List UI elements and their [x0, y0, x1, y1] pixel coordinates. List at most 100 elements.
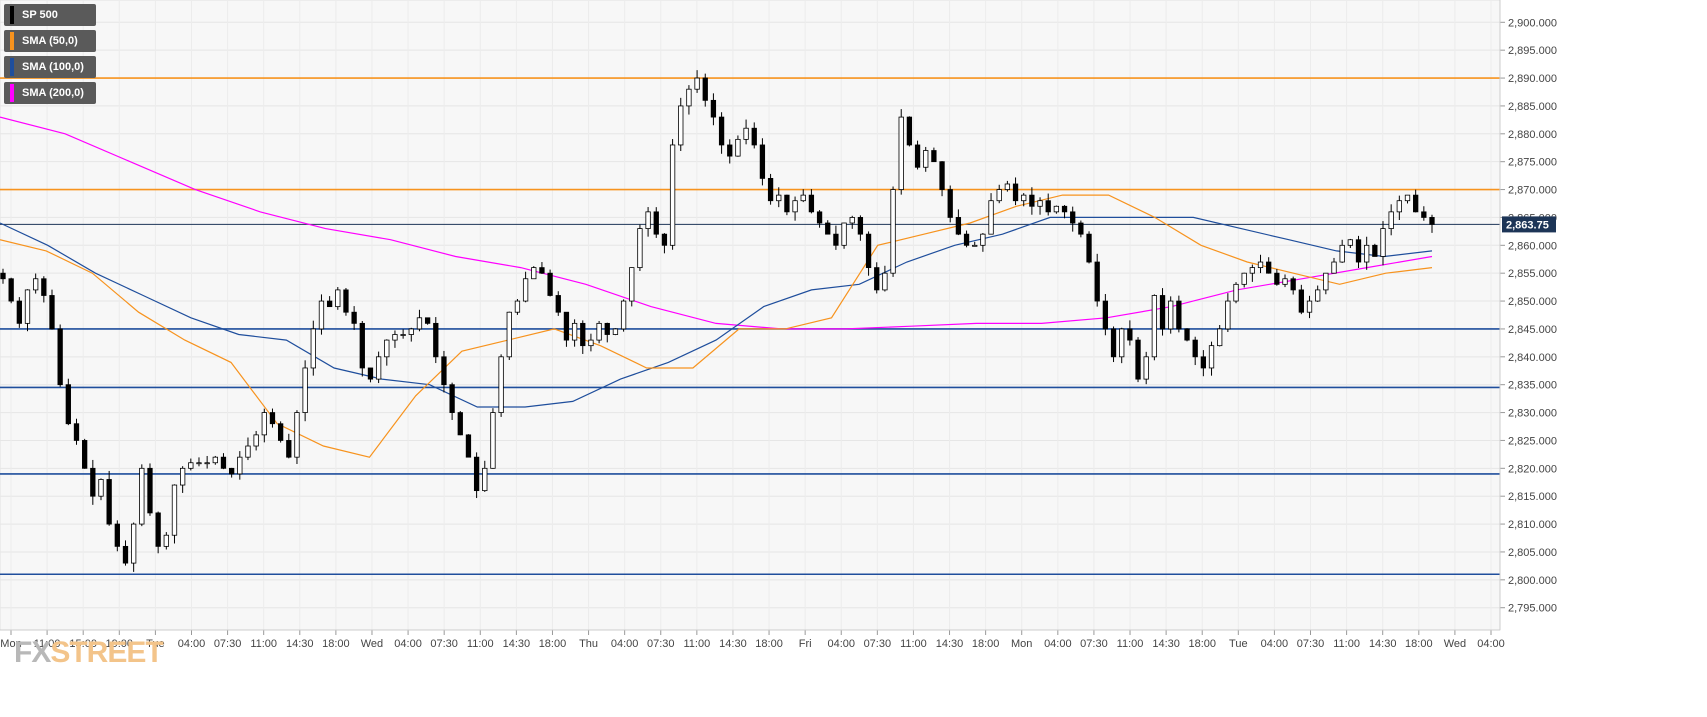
candle-body	[1192, 339, 1198, 358]
x-tick-label: 18:00	[755, 638, 783, 650]
candle-body	[122, 545, 129, 564]
legend-label: SMA (200,0)	[22, 87, 84, 99]
y-tick-label: 2,815.000	[1508, 491, 1557, 503]
candle-body	[514, 300, 521, 313]
candle-body	[759, 144, 766, 179]
legend-item-sma200[interactable]: SMA (200,0)	[4, 82, 96, 104]
y-tick-label: 2,850.000	[1508, 296, 1557, 308]
legend: SP 500 SMA (50,0) SMA (100,0) SMA (200,0…	[4, 4, 96, 104]
candle-body	[865, 233, 872, 269]
candle-body	[245, 445, 251, 458]
candle-body	[1306, 300, 1313, 313]
candle-body	[988, 200, 994, 235]
candle-body	[1159, 295, 1166, 330]
candle-body	[612, 328, 619, 335]
candle-body	[1217, 328, 1223, 347]
x-tick-label: 14:30	[1369, 638, 1397, 650]
candle-body	[735, 138, 741, 157]
candle-body	[441, 356, 447, 386]
x-tick-label: 19:00	[106, 638, 134, 650]
candle-body	[833, 233, 839, 246]
x-tick-label: 18:00	[1405, 638, 1433, 650]
candle-body	[171, 484, 178, 536]
candle-body	[531, 267, 537, 280]
x-tick-label: 11:00	[683, 638, 710, 650]
candle-body	[49, 295, 55, 330]
candle-body	[212, 456, 218, 464]
y-tick-label: 2,825.000	[1508, 435, 1557, 447]
candle-body	[767, 178, 774, 202]
x-tick-label: Tue	[1229, 638, 1248, 650]
candle-body	[1233, 283, 1239, 302]
candle-body	[473, 456, 480, 492]
candle-body	[155, 512, 161, 547]
x-tick-label: Tue	[146, 638, 165, 650]
candle-body	[408, 328, 414, 335]
candle-body	[645, 211, 651, 229]
candle-body	[743, 127, 749, 140]
candle-body	[563, 311, 570, 341]
candle-body	[82, 440, 88, 469]
candle-body	[1372, 244, 1378, 257]
x-tick-label: 14:30	[1152, 638, 1180, 650]
candle-body	[1355, 239, 1362, 263]
candle-body	[57, 328, 63, 386]
x-tick-label: 14:30	[503, 638, 531, 650]
x-tick-label: 07:30	[1297, 638, 1325, 650]
legend-item-sma100[interactable]: SMA (100,0)	[4, 56, 96, 78]
legend-item-sma50[interactable]: SMA (50,0)	[4, 30, 96, 52]
x-tick-label: 11:00	[467, 638, 494, 650]
candle-body	[841, 222, 847, 246]
candle-body	[686, 88, 692, 107]
candle-body	[384, 339, 390, 358]
legend-label: SP 500	[22, 9, 58, 21]
candle-body	[498, 356, 504, 413]
candle-body	[547, 272, 553, 296]
last-price-tag	[1502, 216, 1556, 233]
x-tick-label: Wed	[1444, 638, 1466, 650]
logo-fx: FX	[14, 636, 51, 669]
candle-body	[375, 356, 382, 380]
candle-body	[857, 217, 864, 235]
candle-body	[1413, 194, 1419, 213]
candle-body	[1315, 289, 1321, 302]
candle-body	[16, 300, 22, 324]
candle-body	[24, 289, 31, 324]
y-tick-label: 2,885.000	[1508, 101, 1557, 113]
legend-label: SMA (50,0)	[22, 35, 78, 47]
candle-body	[718, 116, 725, 146]
y-tick-label: 2,845.000	[1508, 324, 1557, 336]
candle-body	[555, 295, 561, 313]
candle-body	[1364, 244, 1370, 263]
candle-body	[90, 467, 96, 497]
candle-body	[1151, 295, 1158, 358]
candle-body	[931, 150, 937, 163]
y-tick-label: 2,875.000	[1508, 157, 1557, 169]
candle-body	[204, 462, 210, 465]
candle-body	[1094, 261, 1100, 302]
x-tick-label: 07:30	[1080, 638, 1108, 650]
x-tick-label: 04:00	[1261, 638, 1289, 650]
y-tick-label: 2,830.000	[1508, 408, 1557, 420]
axis-layer: 2,795.000 2,800.000 2,805.000 2,810.000 2,81…	[0, 0, 1557, 650]
x-tick-label: 18:00	[972, 638, 1000, 650]
candle-body	[898, 116, 904, 190]
candle-body	[269, 412, 276, 425]
y-tick-label: 2,810.000	[1508, 519, 1557, 531]
candle-body	[669, 144, 676, 246]
legend-item-sp500[interactable]: SP 500	[4, 4, 96, 26]
x-tick-label: 11:00	[250, 638, 277, 650]
candle-body	[1331, 261, 1337, 274]
grid-layer	[0, 0, 1500, 630]
candle-body	[629, 267, 635, 302]
candle-body	[620, 300, 627, 330]
candle-body	[65, 384, 71, 425]
candle-body	[1257, 261, 1264, 269]
candle-body	[727, 144, 733, 157]
candle-body	[1282, 278, 1288, 285]
candle-body	[1127, 328, 1133, 341]
y-tick-label: 2,805.000	[1508, 547, 1557, 559]
candle-body	[188, 462, 194, 469]
candle-body	[1037, 200, 1043, 207]
